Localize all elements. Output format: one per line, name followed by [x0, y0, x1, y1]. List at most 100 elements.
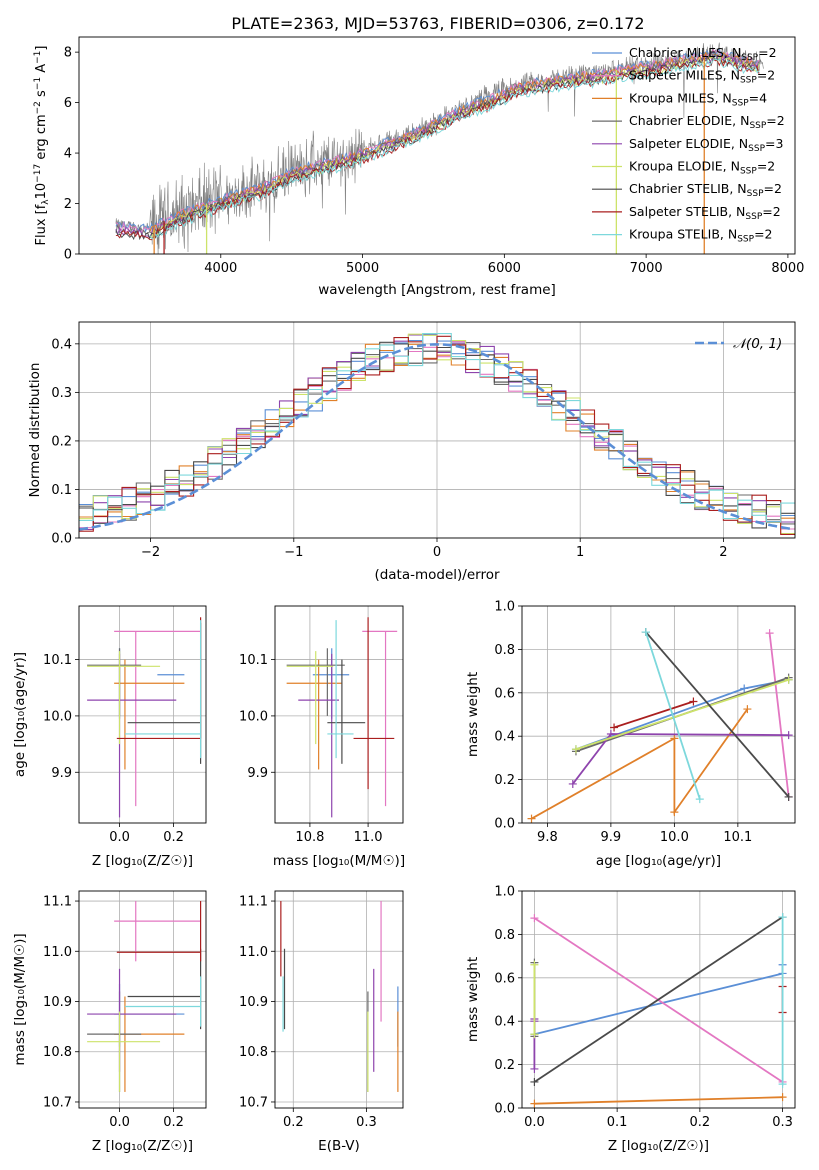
spectrum-panel: 4000 5000 6000 7000 8000 0 2 4 6 8 Chabrier MILES,… [33, 36, 804, 298]
axes-frame [78, 321, 796, 539]
y-axis-label: mass weight [465, 957, 481, 1042]
series-salpeter-elodie [568, 730, 793, 788]
point-marker [784, 792, 793, 801]
axes-frame [521, 890, 796, 1109]
y-tick-label: 1.0 [494, 600, 515, 615]
age_vs_Z-panel: 0.0 0.2 9.9 10.0 10.1 Z [log₁₀(Z/Z☉)] age [log… [12, 605, 207, 869]
point-kroupa-miles [286, 659, 342, 770]
y-tick-label: 0.4 [494, 1015, 515, 1030]
series-kroupa-stelib [778, 913, 787, 1089]
y-tick-label: 9.9 [247, 766, 268, 781]
axes-frame [78, 605, 207, 824]
x-tick-label: 11.0 [354, 830, 383, 845]
point-marker [689, 697, 698, 706]
point-marker [530, 914, 539, 923]
point-kroupa-elodie [87, 1011, 161, 1092]
point-marker [530, 1064, 539, 1073]
point-marker [606, 730, 615, 739]
x-axis-label: E(B-V) [318, 1138, 360, 1154]
y-tick-label: 10.9 [43, 995, 72, 1010]
x-tick-label: 0.2 [163, 830, 184, 845]
x-axis-label: Z [log₁₀(Z/Z☉)] [92, 853, 193, 869]
mass_vs_EBV-panel: 0.2 0.3 10.7 10.8 10.9 11.0 11.1 E(B-V) [239, 890, 404, 1154]
point-marker [530, 960, 539, 969]
y-tick-label: 0.8 [494, 928, 515, 943]
y-tick-label: 10.8 [239, 1045, 268, 1060]
y-tick-label: 4 [64, 147, 72, 162]
x-tick-label: 0.2 [283, 1115, 304, 1130]
point-marker [778, 1093, 787, 1102]
point-marker [740, 684, 749, 693]
residual-histogram-kroupa-stelib [79, 332, 795, 523]
series-line [575, 678, 789, 751]
series-salpeter-stelib [610, 697, 698, 732]
y-tick-label: 0.6 [494, 971, 515, 986]
weight_vs_age-panel: 9.8 9.9 10.0 10.1 0.0 0.2 0.4 0.6 0.8 1.0 age [log… [465, 600, 796, 869]
point-chabrier-stelib [127, 948, 202, 1030]
spectrum-title: PLATE=2363, MJD=53763, FIBERID=0306, z=0… [231, 14, 644, 33]
x-tick-label: 10.8 [295, 830, 324, 845]
x-tick-label: 7000 [630, 261, 663, 276]
y-axis-label: mass [log₁₀(M/M☉)] [12, 933, 28, 1065]
point-salpeter-elodie [87, 653, 177, 818]
x-tick-label: −2 [141, 545, 160, 560]
y-axis-label: mass weight [465, 672, 481, 757]
series-line [534, 1096, 783, 1105]
residuals-plot-area [79, 322, 795, 538]
axes-frame [274, 890, 404, 1109]
series-kroupa-stelib [641, 628, 704, 804]
point-marker [641, 628, 650, 637]
series-kroupa-miles [527, 705, 752, 823]
y-tick-label: 9.9 [51, 766, 72, 781]
point-salpeter-stelib [116, 901, 202, 962]
x-tick-label: −1 [284, 545, 303, 560]
y-tick-label: 10.1 [239, 653, 268, 668]
axes-frame [78, 36, 796, 255]
y-tick-label: 11.1 [239, 895, 268, 910]
point-salpeter-stelib [353, 617, 395, 790]
point-marker [571, 745, 580, 754]
point-marker [784, 675, 793, 684]
spectrum-plot-area [115, 42, 765, 254]
y-tick-label: 0.8 [494, 643, 515, 658]
spectrum-legend: Chabrier MILES, NSSP=2 Salpeter MILES, NS… [592, 45, 785, 245]
y-tick-label: 8 [64, 46, 72, 61]
point-marker [695, 795, 704, 804]
x-axis-label: mass [log₁₀(M/M☉)] [273, 853, 405, 869]
legend-entry: Kroupa STELIB, NSSP=2 [629, 227, 773, 245]
legend-entry: Salpeter STELIB, NSSP=2 [629, 204, 781, 222]
point-salpeter-elodie [87, 968, 177, 1072]
model-spectrum-salpeter-stelib [115, 59, 760, 241]
mass_vs_EBV-plot-area [275, 891, 403, 1108]
y-axis-label: Flux [fλ10−17 erg cm−2 s−1 A−1] [33, 46, 51, 246]
point-marker [778, 1080, 787, 1089]
y-tick-label: 10.9 [239, 995, 268, 1010]
x-tick-label: 10.0 [660, 830, 689, 845]
normal-distribution-curve [79, 343, 793, 531]
series-line [768, 632, 790, 798]
point-kroupa-miles [114, 659, 185, 770]
y-tick-label: 6 [64, 96, 72, 111]
x-tick-label: 0.0 [109, 1115, 130, 1130]
y-tick-label: 10.0 [239, 709, 268, 724]
x-tick-label: 9.9 [601, 830, 622, 845]
legend-entry: 𝒩(0, 1) [733, 336, 782, 352]
point-marker [765, 629, 774, 638]
x-tick-label: 0 [433, 545, 441, 560]
y-tick-label: 10.0 [43, 709, 72, 724]
x-tick-label: 9.8 [537, 830, 558, 845]
age_vs_mass-plot-area [275, 606, 403, 823]
y-tick-label: 0.1 [51, 483, 72, 498]
point-marker [527, 814, 536, 823]
y-tick-label: 0 [64, 248, 72, 263]
point-salpeter-elodie [298, 653, 339, 818]
y-tick-label: 0.4 [51, 337, 72, 352]
y-axis-label: Normed distribution [27, 363, 43, 498]
series-line [613, 700, 694, 729]
y-tick-label: 10.1 [43, 653, 72, 668]
x-tick-label: 0.3 [356, 1115, 377, 1130]
point-kroupa-stelib [327, 620, 354, 759]
series-kroupa-elodie [530, 960, 539, 1039]
point-kroupa-elodie [286, 651, 334, 745]
